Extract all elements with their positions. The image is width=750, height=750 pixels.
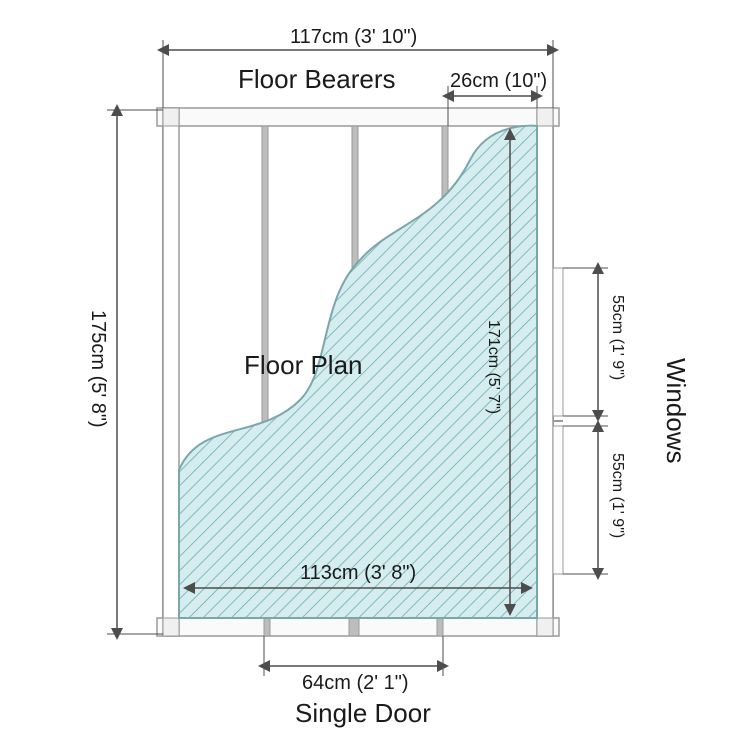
label-floor-plan: Floor Plan (244, 350, 363, 381)
dim-inner-width: 113cm (3' 8") (300, 562, 416, 585)
dim-total-height: 175cm (5' 8") (86, 310, 109, 428)
dim-bearer-gap: 26cm (10") (450, 70, 547, 93)
label-floor-bearers: Floor Bearers (238, 64, 396, 95)
label-single-door: Single Door (295, 698, 431, 729)
dim-window-2: 55cm (1' 9") (608, 453, 626, 538)
dim-door: 64cm (2' 1") (302, 672, 409, 695)
label-windows: Windows (660, 358, 691, 463)
dim-total-width: 117cm (3' 10") (290, 26, 417, 49)
dim-inner-height: 171cm (5' 7") (484, 320, 502, 414)
dim-window-1: 55cm (1' 9") (608, 295, 626, 380)
